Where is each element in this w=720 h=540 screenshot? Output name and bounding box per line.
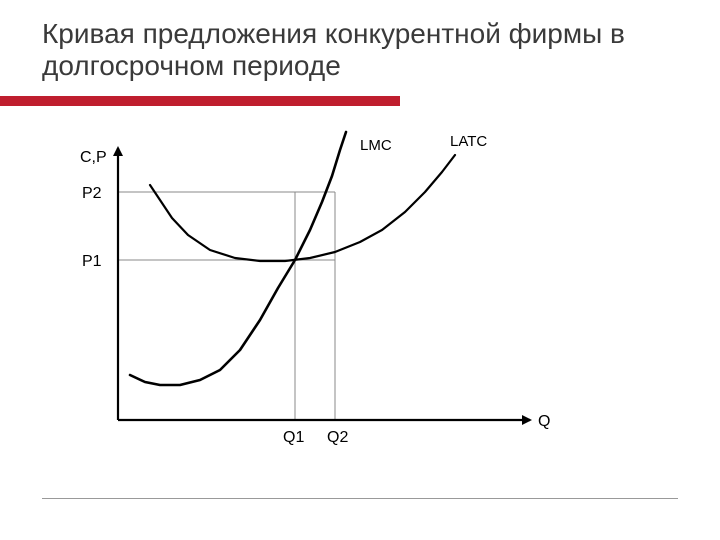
label-p2: P2 [82, 185, 102, 202]
label-q1: Q1 [283, 429, 304, 446]
slide-title: Кривая предложения конкурентной фирмы в … [42, 18, 662, 82]
y-axis-arrow [113, 146, 123, 156]
footer-rule [42, 498, 678, 499]
slide-title-text: Кривая предложения конкурентной фирмы в … [42, 18, 625, 81]
supply-curve-chart: C,P Q P2 P1 Q1 Q2 LMC LATC [60, 130, 580, 470]
label-latc: LATC [450, 133, 487, 150]
chart-container: C,P Q P2 P1 Q1 Q2 LMC LATC [60, 130, 580, 475]
label-q2: Q2 [327, 429, 348, 446]
x-axis-arrow [522, 415, 532, 425]
x-axis-label: Q [538, 413, 550, 430]
label-lmc: LMC [360, 137, 392, 154]
accent-bar [0, 96, 400, 106]
y-axis-label: C,P [80, 149, 107, 166]
label-p1: P1 [82, 253, 102, 270]
